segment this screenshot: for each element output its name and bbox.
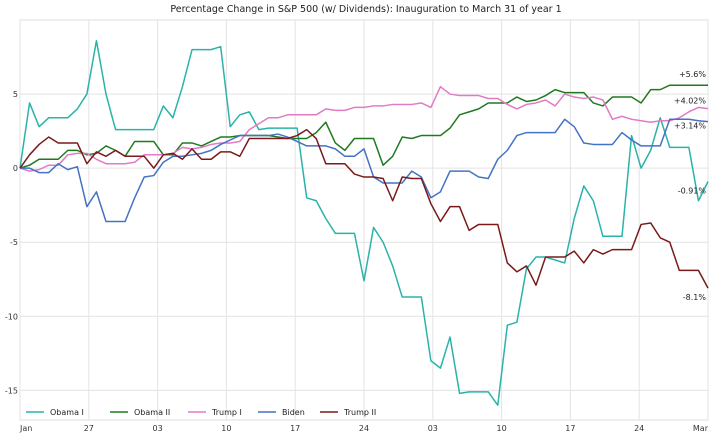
y-tick-label: -10 [5,312,18,321]
series-line-trump-ii [19,128,709,289]
x-tick-label: 17 [565,424,575,433]
x-tick-label: 10 [497,424,507,433]
x-tick-label: Jan [19,424,32,433]
x-tick-label: 24 [634,424,644,433]
legend-label: Trump II [343,408,376,417]
end-value-label: +5.6% [679,70,706,79]
x-tick-label: 27 [84,424,94,433]
end-value-label: +4.02% [674,97,707,106]
x-tick-label: 24 [359,424,369,433]
legend-label: Biden [282,408,305,417]
series-line-obama-ii [19,84,708,169]
end-value-label: -0.91% [678,187,707,196]
end-value-label: +3.14% [674,122,707,131]
x-tick-label: 17 [290,424,300,433]
plot-area: -15 -10 -5 0 5 Jan 27 03 10 17 24 03 10 17 24 Mar +5.6% +… [5,19,709,433]
series-line-biden [20,118,709,223]
end-value-label: -8.1% [683,293,707,302]
series-line-obama-i [19,39,709,406]
chart-title: Percentage Change in S&P 500 (w/ Dividen… [170,4,561,15]
x-tick-label: 03 [153,424,163,433]
legend-label: Obama I [50,408,84,417]
x-tick-label: 03 [428,424,438,433]
x-tick-label: 10 [221,424,231,433]
legend-label: Trump I [211,408,242,417]
series-line-trump-i [19,85,709,172]
y-tick-label: 0 [13,164,18,173]
y-tick-label: 5 [13,90,18,99]
y-tick-label: -5 [10,238,18,247]
y-tick-label: -15 [5,386,18,395]
legend-label: Obama II [134,408,170,417]
x-tick-label: Mar [693,424,709,433]
